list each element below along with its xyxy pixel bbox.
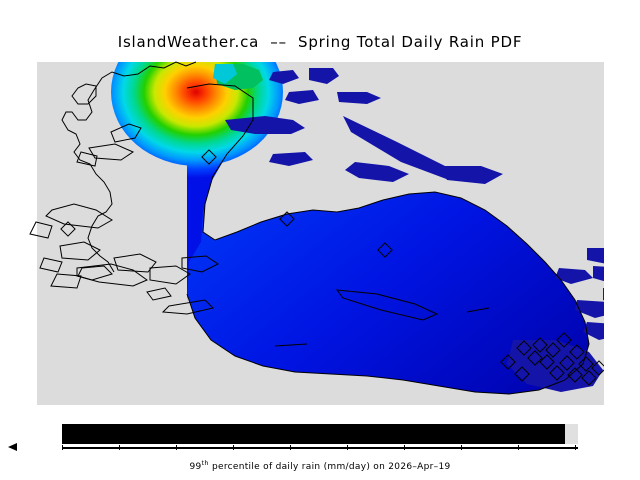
caption-percentile-number: 99 [189,462,202,472]
inlet-east-3 [555,268,593,284]
colorbar-tick [290,445,291,450]
colorbar-tick [233,445,234,450]
colorbar-axis [37,445,604,451]
page-title: IslandWeather.ca –– Spring Total Daily R… [117,33,523,51]
colorbar-tick [176,445,177,450]
inlet-east-2 [593,266,604,282]
inlet-north-small-b [309,68,339,84]
inlet-north-long [225,116,305,134]
colorbar-arrow-icon [8,443,17,451]
caption-percentile-suffix: th [201,459,209,467]
colorbar-caption: 99th percentile of daily rain (mm/day) o… [0,459,640,472]
map-canvas[interactable] [37,62,604,405]
colorbar-tick [518,445,519,450]
inlet-north-arc [337,92,381,104]
inlet-east-4 [603,288,604,301]
inlet-mainland-3 [439,166,503,184]
colorbar-overflow-swatch [565,424,578,444]
north-island-patch-cyan [213,64,237,84]
inlet-mainland-2 [345,162,409,182]
inlet-north-small-c [285,90,319,104]
colorbar-tick [62,445,63,450]
inlet-north-small-a [269,70,299,84]
caption-rest: percentile of daily rain (mm/day) on 202… [208,462,451,472]
southeast-wedge [507,340,603,392]
colorbar-axis-line [62,447,578,449]
colorbar-tick [461,445,462,450]
inlet-east-5 [575,300,604,318]
colorbar-tick [119,445,120,450]
inlet-east-1 [587,248,604,264]
inlet-mainland-4 [269,152,313,166]
colorbar-tick [575,445,576,450]
map-plot-area[interactable] [37,62,604,405]
colorbar-tick [347,445,348,450]
colorbar[interactable] [62,424,578,444]
colorbar-tick [404,445,405,450]
inlet-east-7 [583,322,604,340]
station-markers[interactable] [60,149,604,386]
water-bodies [225,68,604,392]
colorbar-gradient [62,424,565,444]
